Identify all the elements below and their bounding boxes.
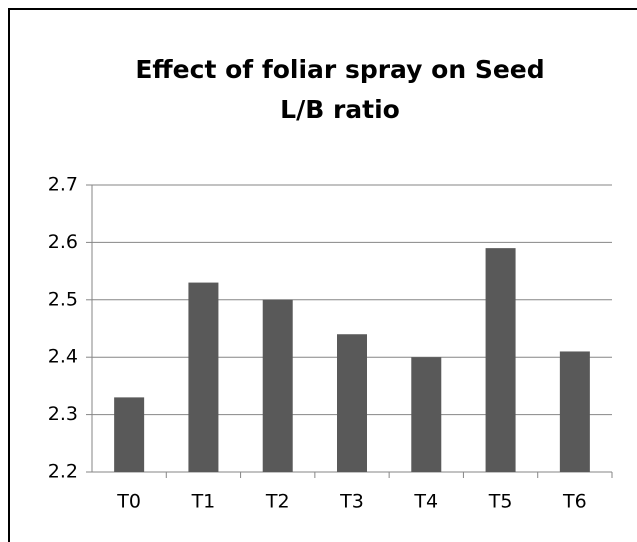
chart-border	[8, 8, 637, 542]
bar	[485, 248, 516, 472]
y-tick-label: 2.3	[48, 403, 78, 425]
x-tick-label: T2	[265, 491, 290, 513]
x-tick-label: T6	[562, 491, 587, 513]
y-tick-label: 2.4	[48, 346, 78, 368]
y-tick-label: 2.2	[48, 461, 78, 483]
y-tick-label: 2.6	[48, 231, 78, 253]
bar	[559, 351, 590, 472]
x-tick-label: T5	[488, 491, 513, 513]
bar	[188, 282, 219, 472]
bar	[262, 299, 293, 472]
x-tick-label: T0	[116, 491, 141, 513]
x-tick-label: T1	[191, 491, 216, 513]
chart-title: Effect of foliar spray on Seed L/B ratio	[135, 55, 545, 124]
y-tick-label: 2.7	[48, 174, 78, 196]
bar	[411, 357, 442, 472]
bar	[337, 334, 367, 472]
x-tick-label: T4	[413, 491, 438, 513]
y-tick-label: 2.5	[48, 288, 78, 310]
x-tick-label: T3	[339, 491, 364, 513]
bar	[114, 397, 145, 472]
